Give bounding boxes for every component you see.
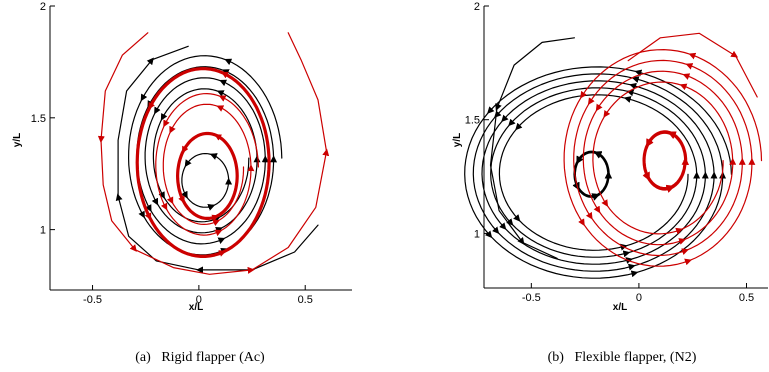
panel-a-ytick-label: 1.5 — [31, 113, 46, 125]
panel-a-ylabel: y/L — [12, 133, 23, 147]
panel-a-xtick-label: 0 — [196, 294, 202, 306]
panel-a: -0.5 0 0.5 1 1.5 2 x/L y/L (a) Rigid flapper … — [12, 1, 352, 365]
panel-a-red-streamline-3 — [155, 93, 259, 236]
panel-a-caption: (a) Rigid flapper (Ac) — [135, 350, 265, 365]
panel-a-caption-text: Rigid flapper (Ac) — [161, 350, 265, 365]
panel-a-ytick-label: 1 — [40, 225, 46, 237]
panel-a-xtick-label: 0.5 — [298, 294, 313, 306]
panel-b-caption: (b) Flexible flapper, (N2) — [548, 350, 697, 365]
panel-b-caption-text: Flexible flapper, (N2) — [574, 350, 696, 365]
panel-b-black-streamline-1 — [464, 66, 732, 279]
panel-b-red-streamline-1 — [563, 49, 763, 267]
panel-a-black-streamline-3 — [117, 45, 319, 271]
panel-a-red-streamline-4 — [100, 32, 328, 275]
panel-b-xtick-label: -0.5 — [522, 292, 541, 304]
panel-b-ytick-label: 1.5 — [465, 115, 480, 127]
panel-b-ytick-label: 2 — [474, 1, 480, 13]
panel-a-xlabel: x/L — [189, 302, 203, 313]
panel-b-xtick-label: 0.5 — [739, 292, 754, 304]
panel-b-xlabel: x/L — [613, 302, 627, 313]
panel-a-caption-label: (a) — [135, 350, 151, 365]
panel-b-black-streamline-2 — [573, 150, 610, 198]
panel-b: -0.5 0 0.5 1 1.5 2 x/L y/L (b) Flexible flapp… — [452, 1, 768, 365]
panel-b-plot — [464, 32, 763, 279]
panel-b-red-streamline-3 — [627, 32, 758, 98]
panel-a-black-streamline-1 — [128, 55, 283, 256]
panel-a-xtick-label: -0.5 — [83, 294, 102, 306]
panel-a-plot — [97, 32, 330, 275]
panel-b-ylabel: y/L — [452, 133, 463, 147]
panel-b-ticks: -0.5 0 0.5 1 1.5 2 — [465, 1, 754, 304]
panel-a-black-streamline-2 — [181, 153, 230, 208]
panel-b-ytick-label: 1 — [474, 228, 480, 240]
panel-b-caption-label: (b) — [548, 350, 565, 365]
panel-a-ticks: -0.5 0 0.5 1 1.5 2 — [31, 1, 313, 306]
panel-b-xtick-label: 0 — [636, 292, 642, 304]
panel-a-ytick-label: 2 — [40, 1, 46, 13]
panel-a-red-streamline-1 — [135, 67, 271, 258]
panel-b-red-streamline-2 — [642, 130, 688, 191]
panel-a-red-streamline-2 — [176, 131, 239, 220]
